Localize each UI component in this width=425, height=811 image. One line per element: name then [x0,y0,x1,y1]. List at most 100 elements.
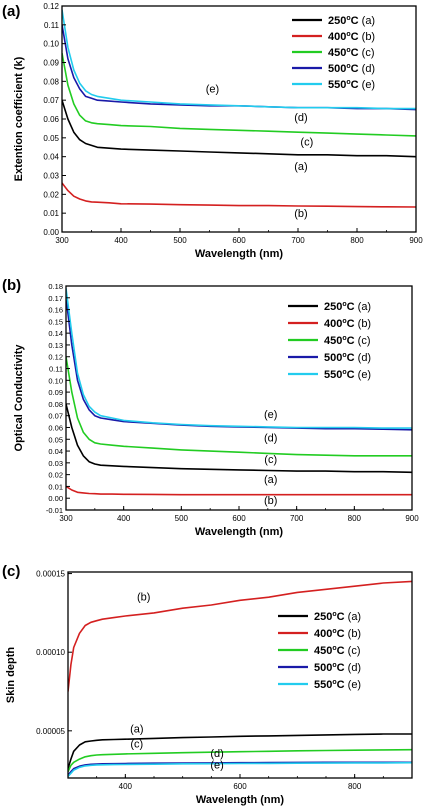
legend-label: 550oC (e) [324,369,371,381]
curve-annotation: (d) [210,748,223,760]
curve-annotation: (a) [264,474,277,486]
curve-annotation: (a) [130,723,143,735]
y-tick-label: 0.00010 [36,648,65,657]
y-axis-label: Extention coefficient (k) [13,56,25,181]
y-tick-label: 0.10 [48,376,63,385]
y-tick-label: 0.06 [48,423,63,432]
legend-label: 400oC (b) [324,318,371,330]
x-tick-label: 600 [233,782,247,791]
y-tick-label: 0.00 [48,494,63,503]
x-tick-label: 700 [291,236,305,245]
y-tick-label: 0.15 [48,317,63,326]
series-line-3 [68,748,412,773]
curve-annotation: (c) [130,738,143,750]
x-tick-label: 400 [117,514,131,523]
legend-label: 450oC (c) [324,335,370,347]
legend-label: 250oC (a) [314,611,361,623]
y-tick-label: 0.03 [43,172,59,181]
y-tick-label: 0.01 [48,482,63,491]
y-tick-label: 0.18 [48,282,63,291]
curve-annotation: (a) [294,161,307,173]
y-tick-label: 0.17 [48,294,63,303]
curve-annotation: (c) [300,136,313,148]
curve-annotation: (c) [264,454,277,466]
x-tick-label: 800 [348,514,362,523]
y-tick-label: 0.03 [48,459,63,468]
legend-label: 400oC (b) [328,31,375,43]
x-tick-label: 800 [350,236,364,245]
series-line-1 [68,733,412,769]
curve-annotation: (b) [294,208,307,220]
panel-label: (a) [2,3,20,20]
legend-label: 250oC (a) [324,301,371,313]
y-tick-label: 0.11 [44,21,60,30]
plot-area [68,580,412,777]
series-line-2 [68,580,412,692]
legend-label: 500oC (d) [328,63,375,75]
plot-frame [67,571,413,779]
curve-annotation: (d) [264,433,277,445]
legend-label: 400oC (b) [314,628,361,640]
y-tick-label: 0.12 [43,2,59,11]
legend: 250oC (a) 400oC (b) 450oC (c) 500oC (d) 550o… [288,301,371,381]
series-line-3 [62,52,416,137]
legend-label: 550oC (e) [328,79,375,91]
series-line-2 [62,182,416,208]
x-axis-label: Wavelength (nm) [196,794,285,806]
curve-annotation: (e) [206,84,219,96]
y-tick-label: 0.12 [48,353,63,362]
y-tick-label: 0.08 [43,77,59,86]
legend-label: 450oC (c) [328,47,374,59]
y-tick-label: 0.00005 [36,727,65,736]
legend-label: 500oC (d) [324,352,371,364]
series-line-1 [66,403,412,474]
y-tick-label: 0.09 [48,388,63,397]
x-tick-label: 300 [55,236,69,245]
curve-annotation: (b) [264,495,277,507]
curve-annotation: (e) [264,409,277,421]
legend-label: 450oC (c) [314,645,360,657]
x-tick-label: 600 [232,514,246,523]
series-line-3 [66,356,412,457]
x-tick-label: 400 [114,236,128,245]
y-tick-label: 0.16 [48,306,63,315]
x-tick-label: 300 [59,514,73,523]
curve-annotation: (d) [294,112,307,124]
series-line-1 [62,99,416,158]
y-tick-label: 0.07 [48,412,63,421]
x-tick-label: 400 [119,782,133,791]
y-tick-label: 0.02 [43,190,59,199]
series-line-5 [68,761,412,777]
x-tick-label: 900 [405,514,419,523]
x-tick-label: 900 [409,236,423,245]
legend: 250oC (a) 400oC (b) 450oC (c) 500oC (d) 550o… [292,15,375,91]
x-axis-label: Wavelength (nm) [195,526,284,538]
panel-label: (b) [2,277,21,294]
x-tick-label: 700 [290,514,304,523]
chart-panel-1: (a) 300 400 500 600 700 800 900 0.00 0.01 0.02 0.03… [2,2,423,260]
plot-area [66,288,412,496]
plot-area [62,9,416,208]
legend: 250oC (a) 400oC (b) 450oC (c) 500oC (d) 550o… [278,611,361,691]
y-tick-label: 0.13 [48,341,63,350]
y-tick-label: 0.10 [43,40,59,49]
y-tick-label: 0.05 [43,134,59,143]
legend-label: 500oC (d) [314,662,361,674]
y-tick-label: 0.01 [43,209,59,218]
y-tick-label: 0.04 [43,153,59,162]
x-tick-label: 500 [173,236,187,245]
y-tick-label: -0.01 [46,506,63,515]
legend-label: 550oC (e) [314,679,361,691]
series-line-5 [62,9,416,110]
y-tick-label: 0.04 [48,447,63,456]
panel-label: (c) [2,563,20,580]
y-axis-label: Optical Conductivity [13,344,25,452]
series-line-5 [66,288,412,429]
x-tick-label: 800 [348,782,362,791]
series-line-2 [66,485,412,496]
y-tick-label: 0.09 [43,59,59,68]
x-tick-label: 500 [175,514,189,523]
legend-label: 250oC (a) [328,15,375,27]
y-tick-label: 0.00 [43,228,59,237]
